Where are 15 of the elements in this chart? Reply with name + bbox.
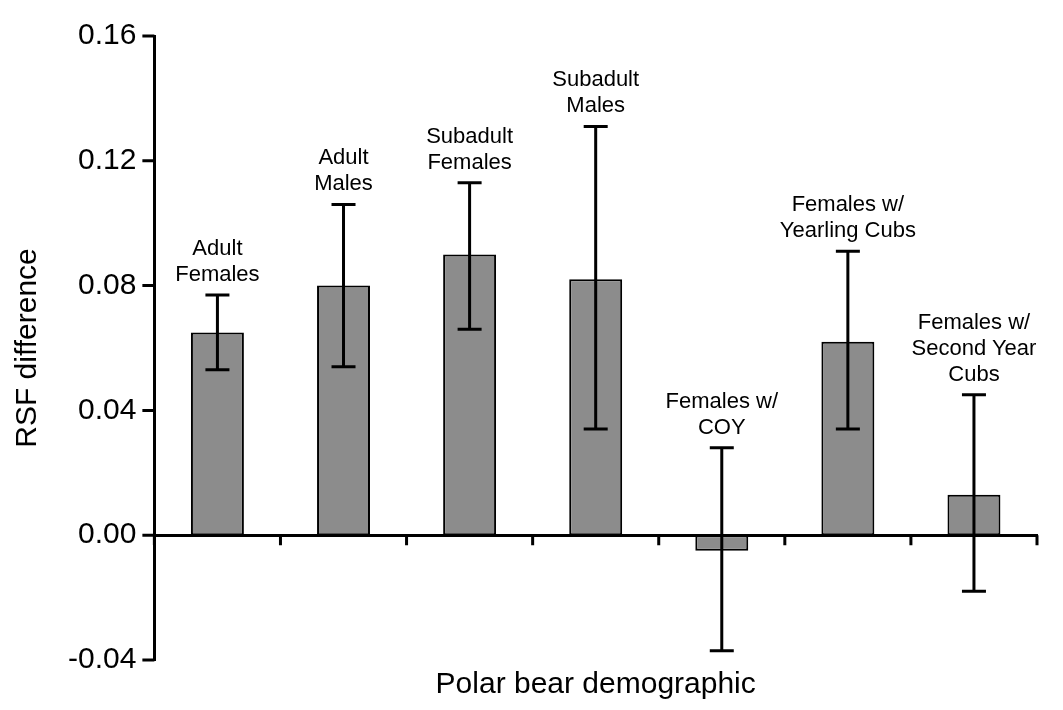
y-tick-label: 0.00 [77,516,137,550]
x-tick-label: Females w/ Yearling Cubs [779,191,916,243]
y-tick-label: 0.04 [77,391,137,425]
x-tick-label: Adult Males [314,144,373,196]
y-tick-label: 0.08 [77,266,137,300]
y-tick-label: 0.12 [77,142,137,176]
x-axis-title: Polar bear demographic [435,666,756,700]
x-tick-label: Females w/ COY [665,387,779,439]
x-tick-label: Adult Females [175,234,260,286]
x-tick-label: Subadult Females [426,122,514,174]
y-axis-title: RSF difference [9,248,43,448]
x-tick-label: Females w/ Second Year Cubs [911,308,1037,386]
y-tick-label: 0.16 [77,17,137,51]
x-tick-label: Subadult Males [552,66,640,118]
y-tick-label: -0.04 [67,641,137,675]
